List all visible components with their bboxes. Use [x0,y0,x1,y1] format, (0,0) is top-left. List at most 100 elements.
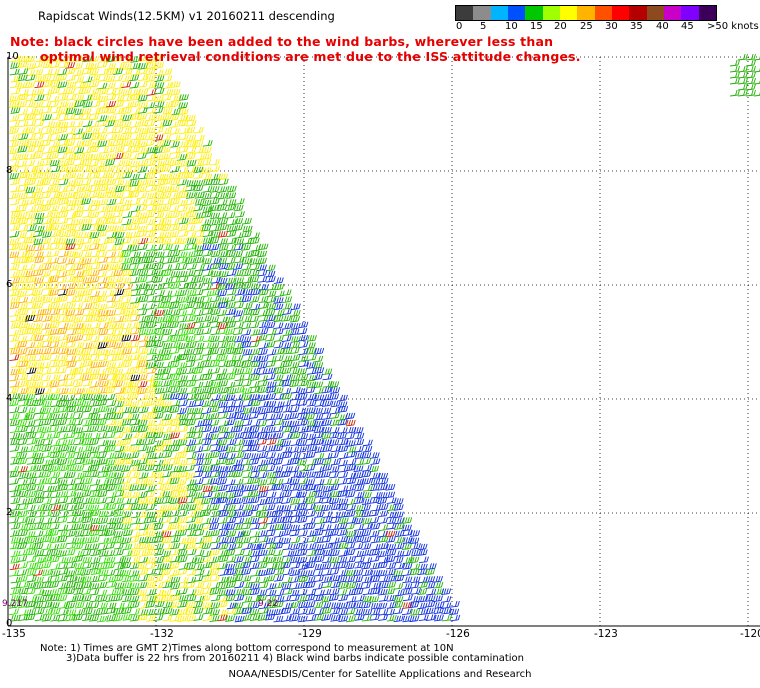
wind-barb [17,562,28,569]
wind-barb [169,159,180,167]
wind-barb [130,315,141,322]
wind-barb [74,100,85,108]
wind-barb [41,204,52,212]
wind-barb [98,569,109,577]
wind-barb [320,504,331,512]
wind-barb [248,315,259,323]
wind-barb [41,445,52,452]
wind-barb [225,295,236,303]
colorbar-label: 10 [505,21,518,32]
wind-barb [394,563,405,570]
wind-barb [74,601,85,609]
wind-barb [273,542,284,550]
wind-barb [34,180,45,187]
wind-barb [25,531,36,538]
wind-barb [9,465,20,473]
wind-barb [9,570,20,577]
wind-barb [273,374,284,382]
wind-barb [90,238,101,245]
wind-barb [432,595,443,603]
wind-barbs [8,53,760,623]
wind-barb [138,568,149,576]
wind-barb [153,523,164,530]
wind-barb [265,341,276,348]
wind-barb [361,543,372,550]
wind-barb [265,465,276,472]
wind-barb [138,523,149,531]
wind-barb [432,576,443,583]
wind-barb [34,589,44,596]
wind-barb [273,549,284,557]
wind-barb [81,81,92,89]
wind-barb [82,303,93,310]
wind-barb [89,381,100,388]
wind-barb [57,316,68,323]
wind-barb [250,348,261,356]
wind-barb [113,120,124,128]
wind-barb [226,192,237,199]
wind-barb [57,88,68,95]
wind-barb [266,478,277,485]
wind-barb [178,166,189,174]
wind-barb [42,55,53,62]
wind-barb [57,276,68,284]
wind-barb [73,276,84,283]
wind-barb [202,250,213,257]
wind-barb [321,419,332,427]
wind-barb [162,342,173,350]
wind-barb [57,108,68,115]
wind-barb [98,184,109,192]
wind-barb [177,601,188,608]
wind-barb [370,458,381,465]
wind-barb [282,568,293,576]
wind-barb [234,464,245,472]
wind-barb [129,82,140,89]
wind-barb [289,589,300,597]
wind-barb [321,614,332,621]
wind-barb [145,543,156,551]
wind-barb [106,328,117,336]
wind-barb [241,269,252,277]
wind-barb [297,498,308,505]
wind-barb [273,615,284,623]
wind-barb [168,100,179,108]
wind-barb [161,458,172,466]
wind-barb [233,282,244,290]
wind-barb [410,543,421,550]
wind-barb [74,457,85,465]
wind-barb [281,562,292,569]
wind-barb [41,418,52,426]
wind-barb [160,173,171,181]
wind-barb [281,497,292,505]
wind-barb [177,186,188,193]
wind-barb [17,348,28,355]
wind-barb [97,602,108,610]
wind-barb [129,570,140,577]
wind-barb [153,126,164,134]
wind-barb [242,302,253,310]
wind-barb [105,472,116,479]
wind-barb [201,518,212,525]
wind-barb [161,478,172,485]
wind-barb [106,107,117,114]
wind-barb [34,596,45,603]
wind-barb [41,471,52,478]
wind-barb [98,198,109,206]
wind-barb [73,595,84,602]
wind-barb [17,128,28,135]
wind-barb [170,368,181,376]
wind-barb [18,55,29,63]
wind-barb [49,523,60,530]
wind-barb [146,204,157,212]
wind-barb [58,524,69,532]
wind-barb [145,374,156,382]
wind-barb [282,511,293,518]
wind-barb [41,388,52,395]
wind-barb [178,275,189,283]
wind-barb [82,405,93,413]
wind-barb [98,466,109,473]
wind-barb [314,479,325,486]
wind-barb [137,113,148,121]
wind-barb [218,569,229,577]
wind-barb [65,562,76,569]
